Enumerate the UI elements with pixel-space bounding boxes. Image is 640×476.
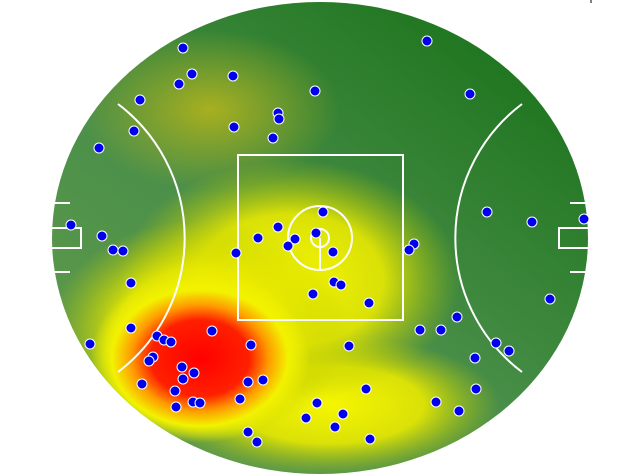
data-point-62 (234, 393, 246, 405)
data-point-52 (469, 352, 481, 364)
data-point-53 (176, 361, 188, 373)
data-point-60 (470, 383, 482, 395)
centre-square (237, 154, 404, 321)
data-point-16 (578, 213, 590, 225)
left-50m-arc (117, 103, 186, 373)
data-point-6 (464, 88, 476, 100)
data-point-74 (251, 436, 263, 448)
data-point-21 (252, 232, 264, 244)
data-point-46 (245, 339, 257, 351)
data-point-48 (490, 337, 502, 349)
right-goal-posts (570, 202, 588, 273)
data-point-71 (329, 421, 341, 433)
data-point-3 (173, 78, 185, 90)
data-point-49 (503, 345, 515, 357)
data-point-36 (544, 293, 556, 305)
data-point-23 (310, 227, 322, 239)
data-point-38 (125, 322, 137, 334)
data-point-2 (186, 68, 198, 80)
data-point-54 (188, 367, 200, 379)
data-point-47 (343, 340, 355, 352)
data-point-12 (267, 132, 279, 144)
data-point-35 (363, 297, 375, 309)
data-point-66 (170, 401, 182, 413)
data-point-64 (194, 397, 206, 409)
data-point-41 (435, 324, 447, 336)
data-point-14 (481, 206, 493, 218)
data-point-19 (96, 230, 108, 242)
data-point-11 (128, 125, 140, 137)
data-point-56 (257, 374, 269, 386)
right-goal-square (558, 227, 588, 249)
data-point-4 (227, 70, 239, 82)
data-point-25 (107, 244, 119, 256)
data-point-44 (165, 336, 177, 348)
data-point-10 (228, 121, 240, 133)
data-point-58 (136, 378, 148, 390)
data-point-9 (273, 113, 285, 125)
data-point-0 (177, 42, 189, 54)
data-point-61 (169, 385, 181, 397)
data-point-37 (451, 311, 463, 323)
data-point-27 (230, 247, 242, 259)
data-point-20 (272, 221, 284, 233)
data-point-45 (84, 338, 96, 350)
left-goal-posts (52, 202, 70, 273)
data-point-73 (364, 433, 376, 445)
data-point-17 (65, 219, 77, 231)
data-point-33 (307, 288, 319, 300)
data-point-1 (421, 35, 433, 47)
data-point-30 (403, 244, 415, 256)
data-point-18 (317, 206, 329, 218)
data-point-51 (143, 355, 155, 367)
data-point-32 (335, 279, 347, 291)
data-point-65 (430, 396, 442, 408)
data-point-68 (453, 405, 465, 417)
data-point-26 (117, 245, 129, 257)
data-point-59 (360, 383, 372, 395)
data-point-40 (414, 324, 426, 336)
data-point-7 (134, 94, 146, 106)
data-point-72 (242, 426, 254, 438)
data-point-57 (242, 376, 254, 388)
scatter-points (65, 35, 590, 448)
data-point-70 (300, 412, 312, 424)
data-point-67 (311, 397, 323, 409)
data-point-34 (125, 277, 137, 289)
field-markings (52, 103, 588, 373)
data-point-13 (93, 142, 105, 154)
right-50m-arc (454, 103, 523, 373)
data-point-15 (526, 216, 538, 228)
data-point-39 (206, 325, 218, 337)
data-point-24 (282, 240, 294, 252)
data-point-28 (327, 246, 339, 258)
data-point-22 (289, 233, 301, 245)
data-point-5 (309, 85, 321, 97)
data-point-69 (337, 408, 349, 420)
data-point-55 (177, 373, 189, 385)
